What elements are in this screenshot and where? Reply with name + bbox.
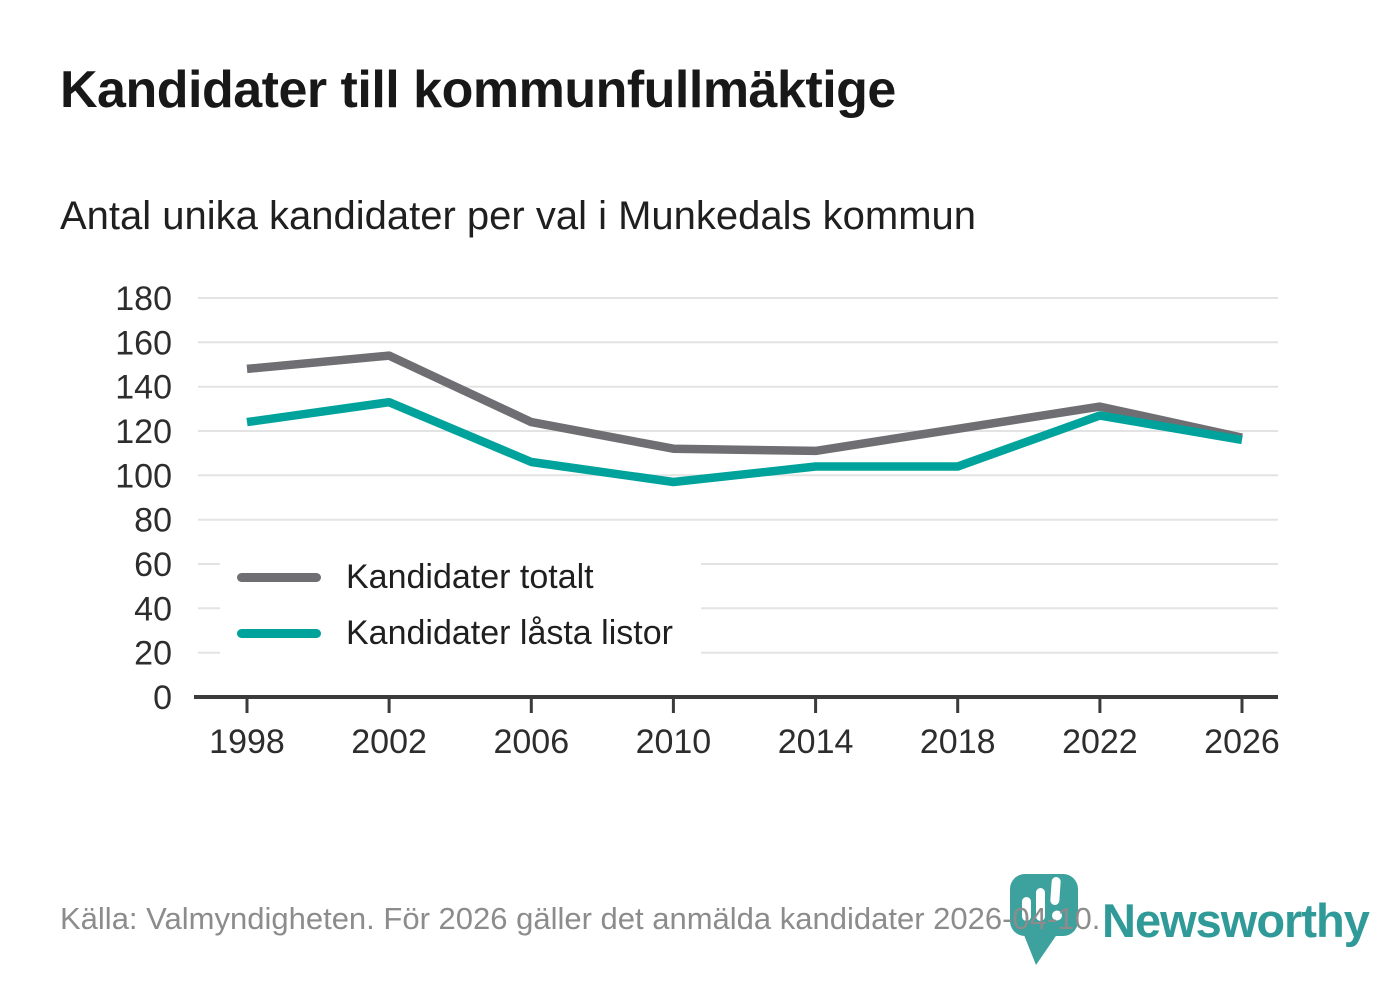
x-axis-label: 2026 [1204, 723, 1280, 761]
y-axis-label: 0 [153, 679, 172, 717]
legend-item-lasta-listor: Kandidater låsta listor [237, 605, 673, 661]
y-axis-label: 20 [134, 635, 172, 673]
x-axis-label: 2014 [778, 723, 854, 761]
x-axis-label: 1998 [209, 723, 285, 761]
y-axis-label: 80 [134, 502, 172, 540]
x-axis-label: 2018 [920, 723, 996, 761]
legend-swatch-totalt [237, 572, 321, 582]
x-axis-label: 2002 [351, 723, 427, 761]
y-axis-label: 40 [134, 590, 172, 628]
newsworthy-logo: Newsworthy [1004, 868, 1370, 972]
x-axis-label: 2010 [636, 723, 712, 761]
series-line-totalt [246, 351, 1243, 456]
newsworthy-wordmark: Newsworthy [1102, 893, 1370, 947]
y-axis-label: 120 [115, 413, 172, 451]
y-axis-label: 60 [134, 546, 172, 584]
y-axis-label: 160 [115, 324, 172, 362]
legend-item-totalt: Kandidater totalt [237, 549, 673, 605]
y-axis-label: 100 [115, 457, 172, 495]
y-axis-label: 140 [115, 369, 172, 407]
page-title: Kandidater till kommunfullmäktige [60, 61, 896, 119]
newsworthy-pin-icon [1010, 874, 1078, 965]
x-axis-label: 2022 [1062, 723, 1138, 761]
series-line-lasta-listor [246, 397, 1243, 487]
legend-swatch-lasta-listor [237, 628, 321, 638]
chart-legend: Kandidater totalt Kandidater låsta listo… [220, 549, 701, 661]
legend-label-lasta-listor: Kandidater låsta listor [346, 613, 673, 652]
x-axis-label: 2006 [493, 723, 569, 761]
source-note: Källa: Valmyndigheten. För 2026 gäller d… [60, 901, 1101, 936]
legend-label-totalt: Kandidater totalt [346, 557, 594, 596]
chart-subtitle: Antal unika kandidater per val i Munkeda… [60, 194, 977, 238]
y-axis-label: 180 [115, 280, 172, 318]
